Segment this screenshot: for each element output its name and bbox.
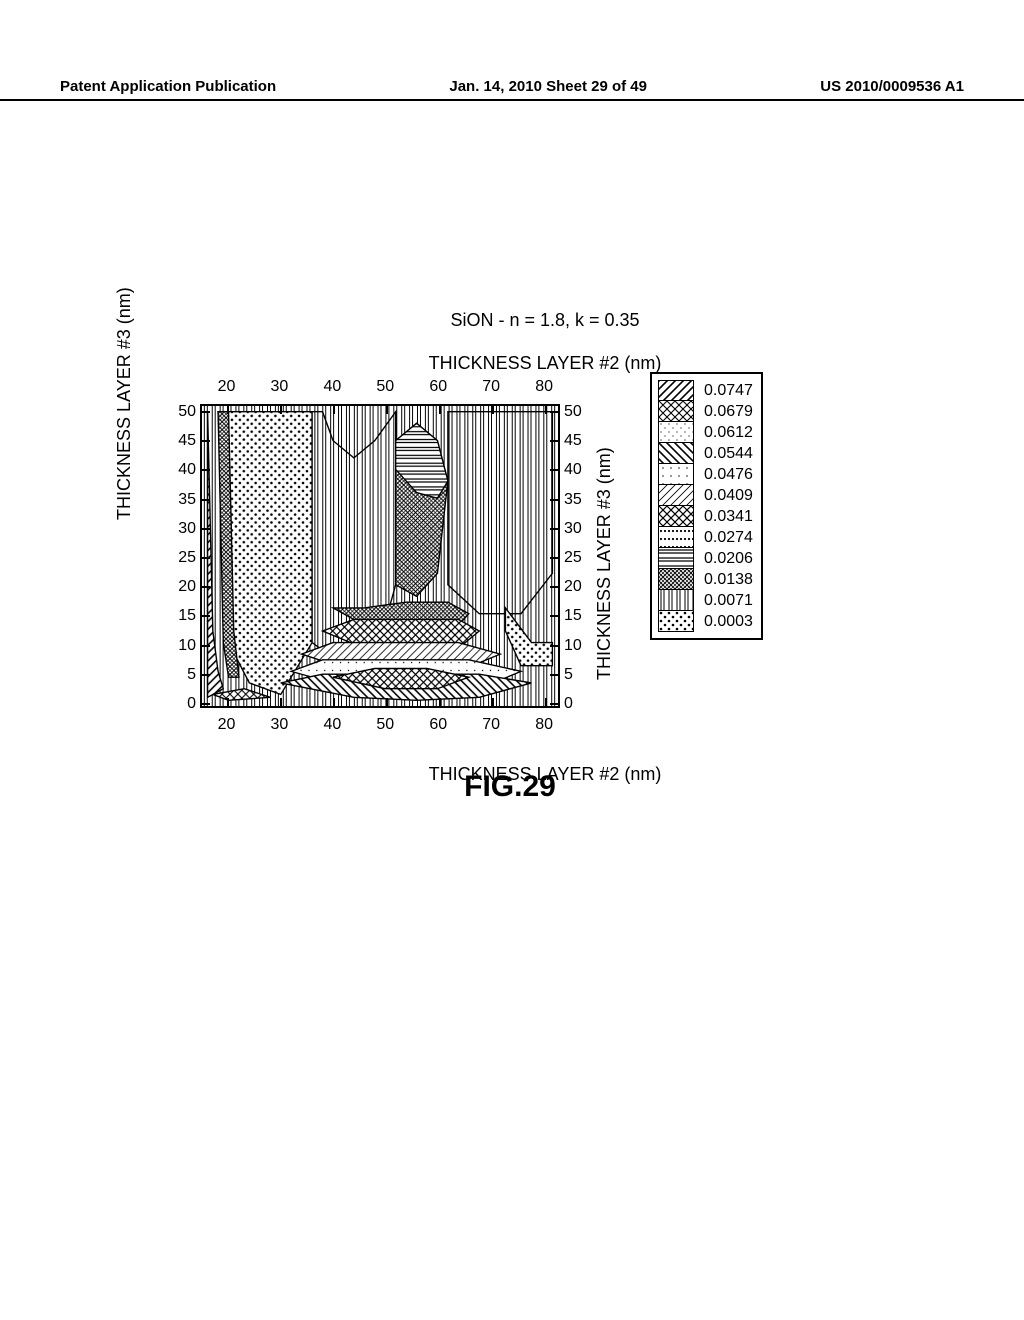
legend-labels: 0.07470.06790.06120.05440.04760.04090.03…	[704, 380, 753, 632]
legend-value: 0.0612	[704, 422, 753, 443]
legend-swatch	[658, 527, 694, 548]
contour-plot: 0055101015152020252530303535404045455050	[200, 404, 560, 708]
x-tick-label: 40	[323, 378, 341, 396]
legend: 0.07470.06790.06120.05440.04760.04090.03…	[650, 372, 763, 640]
x-tick-label: 20	[218, 716, 236, 734]
x-tick-label: 30	[271, 716, 289, 734]
header-center: Jan. 14, 2010 Sheet 29 of 49	[449, 78, 647, 95]
y-tick-label: 30	[178, 520, 196, 538]
legend-swatches	[658, 380, 694, 632]
legend-value: 0.0747	[704, 380, 753, 401]
y-tick-label: 40	[564, 461, 582, 479]
x-tick-label: 50	[376, 378, 394, 396]
y-tick-label: 20	[178, 578, 196, 596]
y-tick-label: 10	[178, 637, 196, 655]
x-tick-label: 70	[482, 378, 500, 396]
x-tick-label: 60	[429, 378, 447, 396]
plot-svg	[202, 406, 558, 706]
legend-swatch	[658, 611, 694, 632]
y-tick-label: 25	[564, 549, 582, 567]
legend-swatch	[658, 590, 694, 611]
x-tick-label: 70	[482, 716, 500, 734]
legend-swatch	[658, 401, 694, 422]
x-tick-label: 60	[429, 716, 447, 734]
legend-value: 0.0476	[704, 464, 753, 485]
figure-29: SiON - n = 1.8, k = 0.35 THICKNESS LAYER…	[130, 310, 890, 785]
y-tick-label: 15	[564, 607, 582, 625]
legend-value: 0.0544	[704, 443, 753, 464]
y-tick-label: 45	[564, 432, 582, 450]
legend-value: 0.0274	[704, 527, 753, 548]
x-tick-label: 80	[535, 378, 553, 396]
x-tick-label: 30	[271, 378, 289, 396]
legend-swatch	[658, 506, 694, 527]
legend-value: 0.0679	[704, 401, 753, 422]
header-right: US 2010/0009536 A1	[820, 78, 964, 95]
legend-swatch	[658, 485, 694, 506]
x-tick-label: 40	[323, 716, 341, 734]
chart-title: SiON - n = 1.8, k = 0.35	[200, 310, 890, 331]
legend-value: 0.0341	[704, 506, 753, 527]
legend-swatch	[658, 443, 694, 464]
page-header: Patent Application Publication Jan. 14, …	[0, 78, 1024, 101]
legend-value: 0.0409	[704, 485, 753, 506]
y-tick-label: 25	[178, 549, 196, 567]
y-tick-label: 0	[564, 695, 573, 713]
y-tick-label: 35	[564, 491, 582, 509]
y-tick-label: 0	[187, 695, 196, 713]
y-tick-label: 35	[178, 491, 196, 509]
legend-swatch	[658, 548, 694, 569]
legend-swatch	[658, 569, 694, 590]
legend-swatch	[658, 380, 694, 401]
y-axis-title-left: THICKNESS LAYER #3 (nm)	[114, 287, 135, 520]
x-tick-label: 50	[376, 716, 394, 734]
y-tick-label: 5	[564, 666, 573, 684]
header-left: Patent Application Publication	[60, 78, 276, 95]
x-tick-label: 20	[218, 378, 236, 396]
legend-value: 0.0003	[704, 611, 753, 632]
y-tick-label: 15	[178, 607, 196, 625]
legend-value: 0.0071	[704, 590, 753, 611]
y-axis-title-right: THICKNESS LAYER #3 (nm)	[594, 447, 615, 680]
legend-value: 0.0206	[704, 548, 753, 569]
y-tick-label: 10	[564, 637, 582, 655]
y-tick-label: 50	[178, 403, 196, 421]
chart-container: 20 30 40 50 60 70 80 0055101015152020252530303…	[200, 378, 560, 738]
y-tick-label: 45	[178, 432, 196, 450]
legend-swatch	[658, 422, 694, 443]
x-axis-title-top: THICKNESS LAYER #2 (nm)	[200, 353, 890, 374]
y-tick-label: 50	[564, 403, 582, 421]
x-tick-label: 80	[535, 716, 553, 734]
legend-value: 0.0138	[704, 569, 753, 590]
legend-swatch	[658, 464, 694, 485]
y-tick-label: 20	[564, 578, 582, 596]
y-tick-label: 40	[178, 461, 196, 479]
figure-caption: FIG.29	[130, 770, 890, 804]
x-ticks-top: 20 30 40 50 60 70 80	[200, 378, 560, 404]
x-ticks-bottom: 20 30 40 50 60 70 80	[200, 712, 560, 738]
y-tick-label: 30	[564, 520, 582, 538]
y-tick-label: 5	[187, 666, 196, 684]
